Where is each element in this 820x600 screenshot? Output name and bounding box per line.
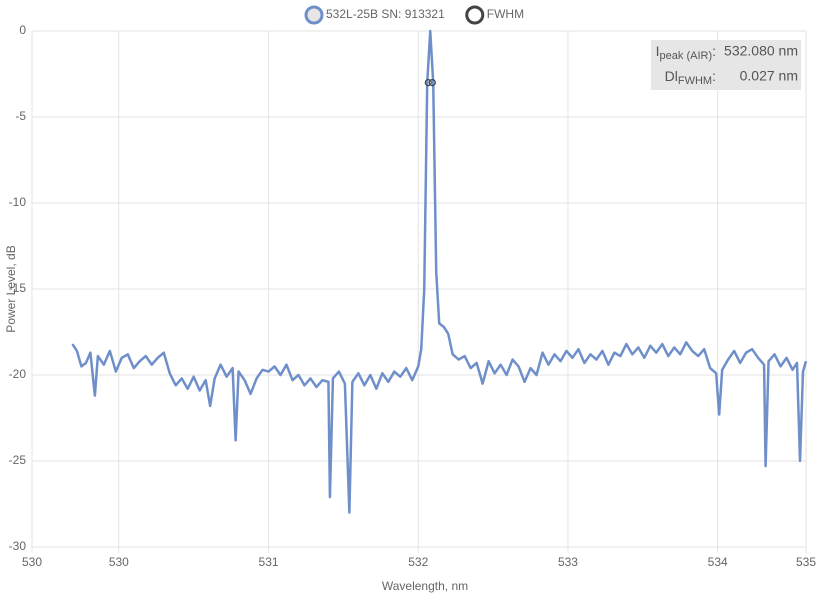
y-tick-label: -20 [9,367,27,381]
grid [31,30,807,553]
legend-label: FWHM [487,7,524,21]
y-tick-label: 0 [19,23,26,37]
info-label-subscript: FWHM [678,75,712,87]
y-tick-label: -30 [9,539,27,553]
x-tick-label: 530 [22,555,42,569]
x-tick-label: 530 [109,555,129,569]
info-label-subscript: peak (AIR) [660,50,713,62]
info-label-suffix: : [712,43,716,59]
y-tick-label: -15 [9,281,27,295]
info-background [651,40,801,90]
x-tick-label: 533 [558,555,578,569]
x-tick-label: 532 [408,555,428,569]
info-value: 0.027 nm [740,68,798,84]
y-tick-label: -25 [9,453,27,467]
legend: 532L-25B SN: 913321 FWHM [304,5,524,25]
y-tick-label: -5 [15,109,26,123]
info-label-main: Dl [665,68,678,84]
info-value: 532.080 nm [724,43,798,59]
info-label-suffix: : [712,68,716,84]
info-label-main: I [656,43,660,59]
spectrum-line [71,29,808,514]
fwhm-marker [428,78,436,87]
y-axis-title: Power Level, dB [4,245,18,332]
y-tick-label: -10 [9,195,27,209]
x-axis-title: Wavelength, nm [382,579,468,593]
x-tick-label: 535 [796,555,816,569]
legend-marker [465,5,485,25]
fwhm-marker [424,78,432,87]
info-label: DlFWHM: [665,68,716,87]
info-label: Ipeak (AIR): [656,43,716,62]
legend-marker [304,5,324,25]
x-tick-label: 534 [708,555,728,569]
x-tick-label: 531 [259,555,279,569]
legend-label: 532L-25B SN: 913321 [326,7,445,21]
